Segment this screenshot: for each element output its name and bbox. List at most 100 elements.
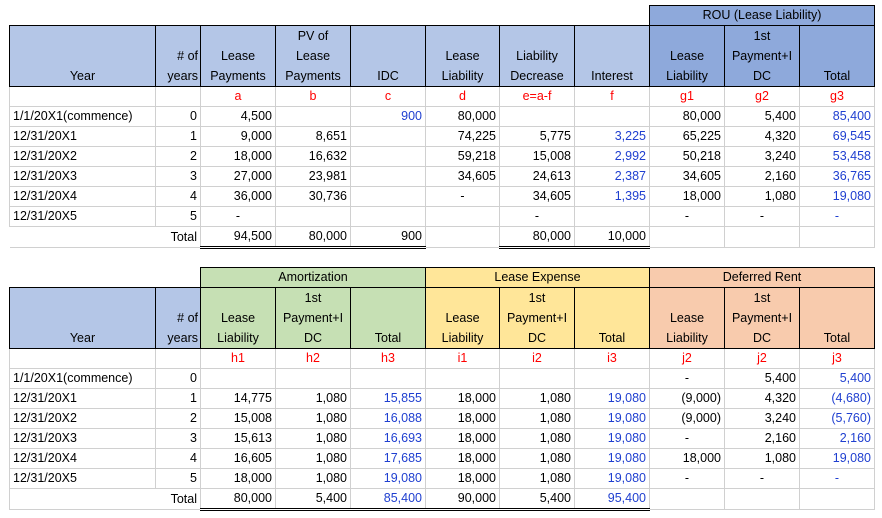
- letter-label: a: [200, 86, 276, 107]
- top-total-row: Total 94,500 80,000 900 80,000 10,000: [9, 226, 875, 249]
- lease-liability-table: ROU (Lease Liability) Year # of years Lea…: [9, 5, 875, 249]
- cell-year: 12/31/20X2: [9, 408, 156, 429]
- cell-b: 16,632: [275, 146, 351, 167]
- years-count-header: # of years: [155, 287, 201, 349]
- cell-i3: 19,080: [574, 448, 650, 469]
- cell-h2: 1,080: [275, 468, 351, 489]
- letter-label: g3: [799, 86, 875, 107]
- lease-liability-header: Lease Liability: [425, 25, 500, 87]
- dr-lease-liability-header: Lease Liability: [649, 287, 725, 349]
- cell-g1: 50,218: [649, 146, 725, 167]
- total-le-lease-liability: 90,000: [425, 488, 500, 511]
- cell-i1: 18,000: [425, 408, 500, 429]
- cell-h3: 19,080: [350, 468, 426, 489]
- cell-e: 5,775: [499, 126, 575, 147]
- cell-year: 1/1/20X1(commence): [9, 106, 156, 127]
- cell-c: [350, 186, 426, 207]
- cell-j3: 5,400: [799, 368, 875, 389]
- cell-i2: 1,080: [499, 468, 575, 489]
- cell-e: 24,613: [499, 166, 575, 187]
- table-row: 12/31/20X1 1 14,775 1,080 15,855 18,000 1,080 1…: [9, 388, 875, 409]
- cell-n: 2: [155, 146, 201, 167]
- cell-j1: -: [649, 368, 725, 389]
- cell-j1: -: [649, 428, 725, 449]
- cell-f: [574, 106, 650, 127]
- cell-d: [425, 206, 500, 227]
- cell-h3: 17,685: [350, 448, 426, 469]
- cell-g1: 65,225: [649, 126, 725, 147]
- cell-b: 23,981: [275, 166, 351, 187]
- total-label: Total: [9, 488, 201, 510]
- cell-a: 18,000: [200, 146, 276, 167]
- cell-j2: 4,320: [724, 388, 800, 409]
- cell-j3: (5,760): [799, 408, 875, 429]
- total-label: Total: [9, 226, 201, 248]
- am-lease-liability-header: Lease Liability: [200, 287, 276, 349]
- letter-label: i3: [574, 348, 650, 369]
- cell-i2: 1,080: [499, 388, 575, 409]
- cell-a: 36,000: [200, 186, 276, 207]
- cell-g2: 1,080: [724, 186, 800, 207]
- cell-h1: 18,000: [200, 468, 276, 489]
- cell-b: [275, 206, 351, 227]
- cell-n: 0: [155, 106, 201, 127]
- table-row: 12/31/20X3 3 15,613 1,080 16,693 18,000 1,080 1…: [9, 428, 875, 449]
- total-le-first-payment: 5,400: [499, 488, 575, 511]
- cell-i3: 19,080: [574, 388, 650, 409]
- table-row: 12/31/20X5 5- - - - -: [9, 206, 875, 227]
- cell-g2: 5,400: [724, 106, 800, 127]
- cell-year: 12/31/20X2: [9, 146, 156, 167]
- cell-n: 4: [155, 186, 201, 207]
- cell-g3: 69,545: [799, 126, 875, 147]
- total-lease-payments: 94,500: [200, 226, 276, 249]
- cell-b: 8,651: [275, 126, 351, 147]
- cell-n: 2: [155, 408, 201, 429]
- cell-year: 12/31/20X5: [9, 206, 156, 227]
- cell-i2: 1,080: [499, 448, 575, 469]
- letter-label: c: [350, 86, 426, 107]
- cell-year: 12/31/20X3: [9, 428, 156, 449]
- cell-n: 3: [155, 428, 201, 449]
- cell-j3: 19,080: [799, 448, 875, 469]
- cell-g1: 34,605: [649, 166, 725, 187]
- interest-header: Interest: [574, 25, 650, 87]
- letter-label: i2: [499, 348, 575, 369]
- cell-a: 9,000: [200, 126, 276, 147]
- cell-h2: 1,080: [275, 408, 351, 429]
- cell-g2: -: [724, 206, 800, 227]
- letter-label: j3: [799, 348, 875, 369]
- cell-e: 34,605: [499, 186, 575, 207]
- cell-i3: 19,080: [574, 408, 650, 429]
- table-row: 12/31/20X2 2 15,008 1,080 16,088 18,000 1,080 1…: [9, 408, 875, 429]
- cell-e: -: [499, 206, 575, 227]
- cell-d: -: [425, 186, 500, 207]
- letter-label: f: [574, 86, 650, 107]
- table-row: 12/31/20X2 2 18,000 16,632 59,218 15,008 2,992…: [9, 146, 875, 167]
- cell-j1: (9,000): [649, 388, 725, 409]
- cell-i1: 18,000: [425, 388, 500, 409]
- cell-g1: -: [649, 206, 725, 227]
- formula-letter-row: a b c d e=a-f f g1 g2 g3: [9, 86, 875, 107]
- cell-i3: 19,080: [574, 468, 650, 489]
- cell-g1: 80,000: [649, 106, 725, 127]
- total-liability-decrease: 80,000: [499, 226, 575, 249]
- cell-i2: 1,080: [499, 408, 575, 429]
- cell-j3: (4,680): [799, 388, 875, 409]
- cell-c: [350, 166, 426, 187]
- cell-j1: -: [649, 468, 725, 489]
- cell-f: 2,387: [574, 166, 650, 187]
- liability-decrease-header: Liability Decrease: [499, 25, 575, 87]
- cell-g3: 85,400: [799, 106, 875, 127]
- cell-h1: 15,613: [200, 428, 276, 449]
- cell-i1: 18,000: [425, 428, 500, 449]
- cell-g1: 18,000: [649, 186, 725, 207]
- deferred-rent-band-header: Deferred Rent: [649, 267, 875, 288]
- cell-h2: 1,080: [275, 448, 351, 469]
- total-le-total: 95,400: [574, 488, 650, 511]
- pv-lease-payments-header: PV of Lease Payments: [275, 25, 351, 87]
- cell-i3: 19,080: [574, 428, 650, 449]
- le-first-payment-header: 1st Payment+I DC: [499, 287, 575, 349]
- cell-g2: 3,240: [724, 146, 800, 167]
- cell-c: [350, 126, 426, 147]
- total-pv: 80,000: [275, 226, 351, 249]
